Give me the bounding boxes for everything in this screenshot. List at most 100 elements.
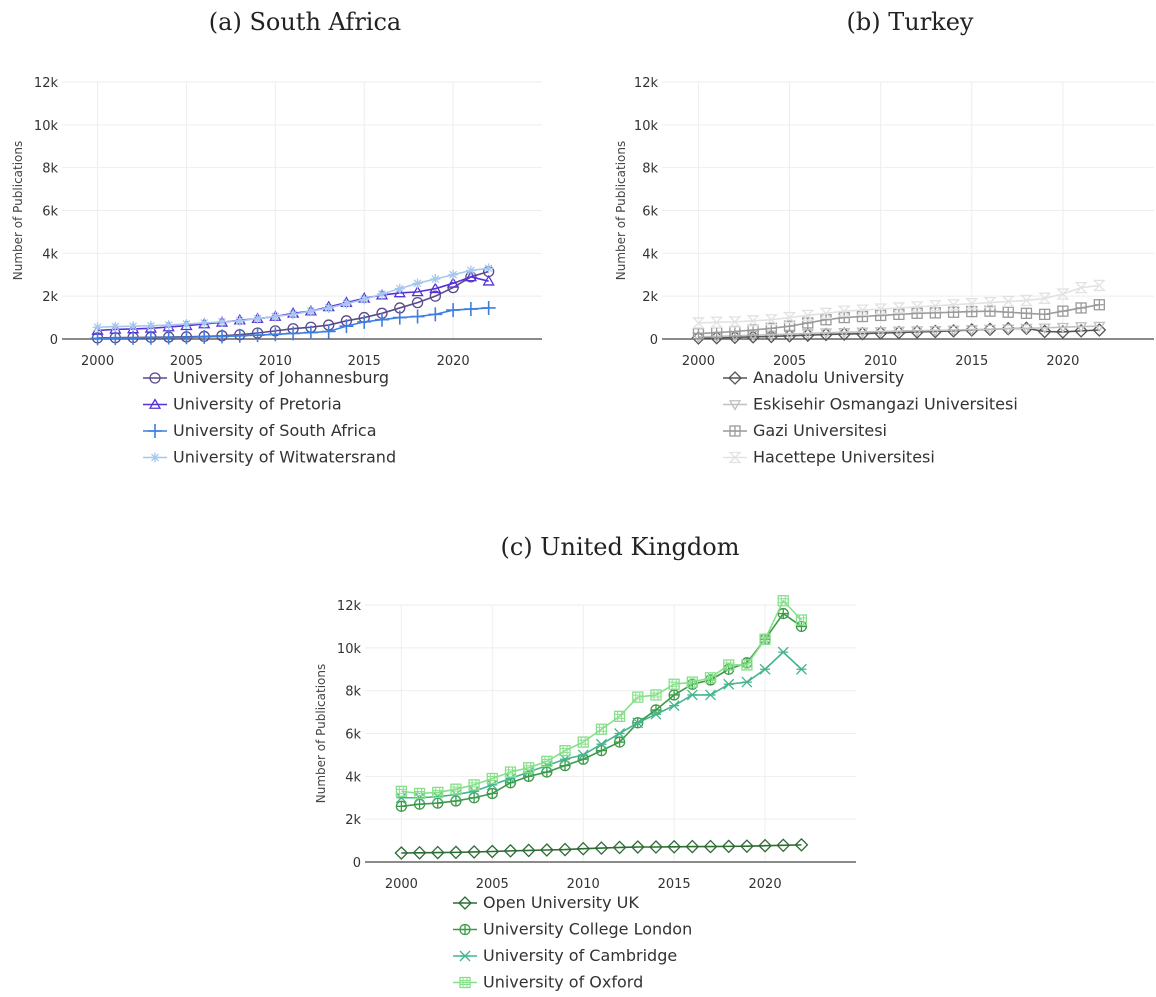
data-point-cross <box>650 704 661 715</box>
x-tick-label: 2005 <box>170 354 203 369</box>
data-point-hash <box>614 711 625 722</box>
data-point <box>801 329 814 340</box>
data-point-hash <box>669 679 680 690</box>
data-point-cross <box>541 767 552 778</box>
data-point <box>450 783 462 795</box>
y-tick-label: 12k <box>34 76 59 91</box>
data-point-box <box>577 736 589 748</box>
legend-item: University College London <box>453 920 692 939</box>
data-point-box <box>759 633 771 645</box>
data-point <box>874 303 888 315</box>
legend-item: Eskisehir Osmangazi Universitesi <box>723 395 1018 414</box>
data-point <box>838 327 851 339</box>
data-point <box>558 842 572 857</box>
y-axis-label: Number of Publications <box>314 664 328 804</box>
legend-item: University of Johannesburg <box>143 368 389 387</box>
data-point-hash <box>760 634 771 645</box>
data-point-cross <box>1094 299 1105 310</box>
data-point <box>710 316 724 328</box>
data-point <box>252 313 263 324</box>
series-3 <box>90 300 496 346</box>
data-point-cross <box>505 777 516 788</box>
data-point <box>288 309 299 320</box>
data-point <box>947 306 960 318</box>
data-point <box>1056 288 1070 300</box>
data-point <box>197 329 212 344</box>
legend-item: University of Oxford <box>453 973 643 992</box>
data-point-box <box>541 755 553 767</box>
x-tick-label: 2005 <box>773 354 806 369</box>
data-point <box>394 283 405 294</box>
data-point <box>432 786 444 799</box>
x-tick-label: 2015 <box>348 354 381 369</box>
legend-item: University of South Africa <box>143 421 377 440</box>
data-point-hash <box>523 762 534 773</box>
legend-label: Anadolu University <box>753 368 904 387</box>
data-point <box>577 736 589 748</box>
data-point <box>685 839 700 854</box>
x-tick-label: 2020 <box>749 877 782 892</box>
data-point-cross <box>839 312 850 323</box>
data-point <box>984 305 996 317</box>
legend-marker <box>459 923 471 936</box>
data-point <box>486 779 498 791</box>
data-point-hash <box>650 689 661 700</box>
data-point <box>723 659 735 671</box>
legend-marker <box>728 371 742 385</box>
data-point <box>539 843 554 857</box>
data-point <box>874 327 887 338</box>
data-point <box>412 845 427 860</box>
y-tick-label: 10k <box>337 642 362 657</box>
data-point <box>215 329 229 344</box>
data-point <box>686 676 698 688</box>
legend-label: University of Johannesburg <box>173 368 389 387</box>
data-point <box>143 330 158 345</box>
y-tick-label: 0 <box>650 333 658 348</box>
data-point-cross <box>578 754 589 765</box>
data-point <box>875 309 887 322</box>
legend-label: Open University UK <box>483 893 639 912</box>
data-point-cross <box>711 327 722 338</box>
data-point <box>413 798 426 810</box>
data-point-box <box>741 659 753 671</box>
data-point <box>855 304 870 316</box>
data-point <box>503 843 518 858</box>
data-point <box>946 299 961 311</box>
data-point <box>1075 302 1087 314</box>
data-point-hash <box>414 788 425 799</box>
legend-marker-box <box>459 976 471 989</box>
data-point <box>411 296 424 309</box>
data-point <box>467 845 482 859</box>
data-point-cross <box>1057 306 1068 317</box>
series-line <box>698 325 1100 338</box>
data-point <box>161 330 176 345</box>
data-point <box>741 676 753 688</box>
series-line <box>401 599 803 795</box>
data-point <box>691 317 706 329</box>
legend-marker <box>728 400 742 411</box>
legend-label: Hacettepe Universitesi <box>753 448 935 467</box>
data-point <box>1002 306 1014 318</box>
y-tick-label: 2k <box>345 813 361 828</box>
data-point-cross <box>469 792 480 803</box>
data-point <box>450 795 462 807</box>
data-point <box>794 837 809 852</box>
legend-label: University of Pretoria <box>173 395 342 414</box>
data-point <box>395 800 408 812</box>
data-point-hash <box>541 756 552 767</box>
data-point-cross <box>802 317 813 328</box>
data-point <box>180 319 193 331</box>
data-point-box <box>613 710 626 723</box>
data-point-hash <box>560 745 571 756</box>
data-point <box>1038 292 1052 304</box>
legend-marker <box>729 425 741 437</box>
data-point <box>375 312 389 327</box>
data-point <box>983 324 997 336</box>
data-point-box <box>468 779 480 791</box>
data-point <box>667 839 682 854</box>
y-tick-label: 4k <box>42 247 58 262</box>
data-point <box>110 321 121 332</box>
data-point-box <box>413 787 426 800</box>
data-point <box>126 330 141 345</box>
